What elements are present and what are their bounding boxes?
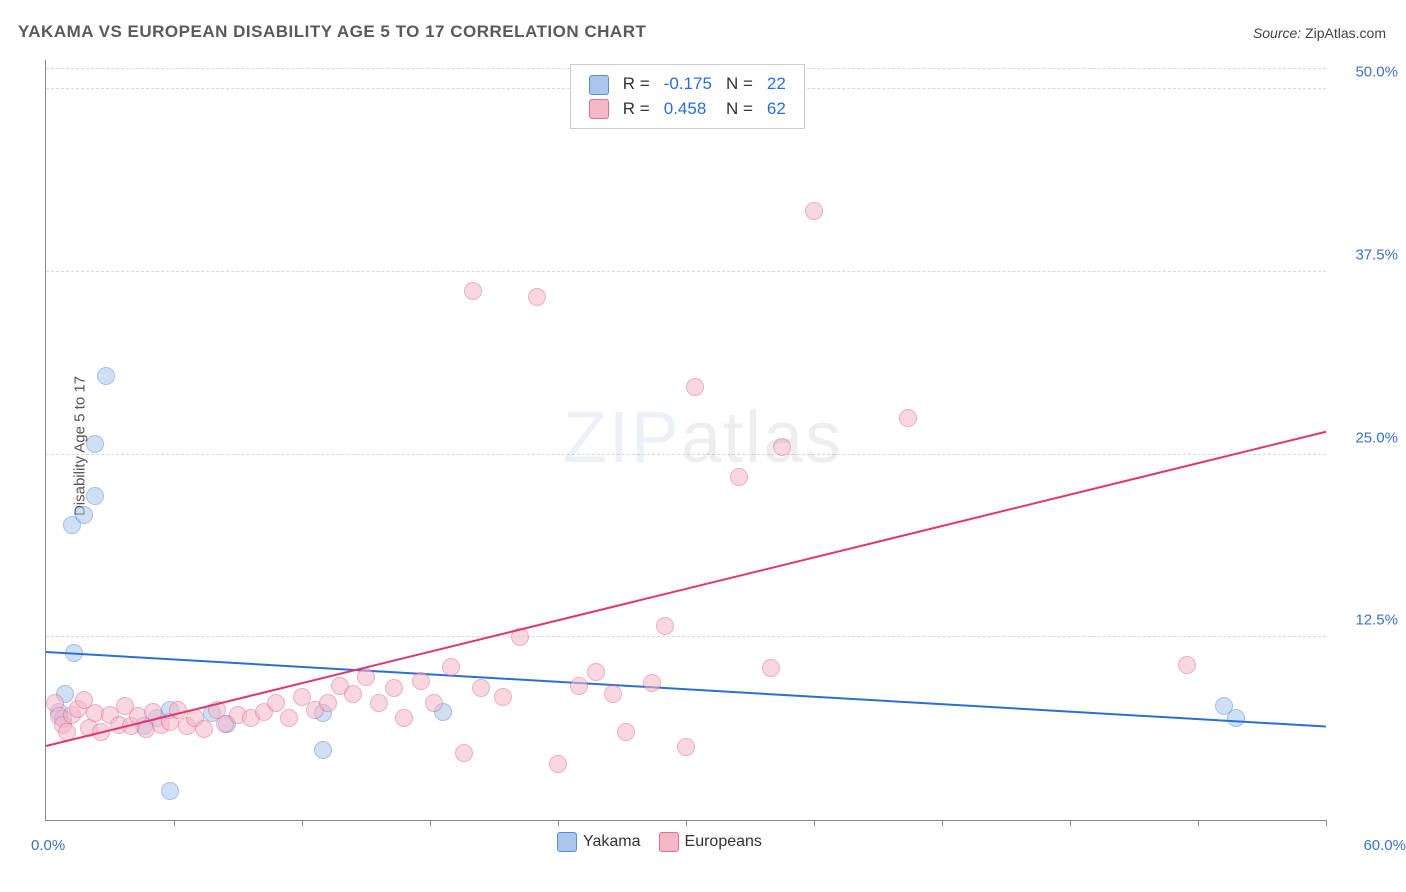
data-point <box>395 709 413 727</box>
y-tick-label: 25.0% <box>1355 429 1398 446</box>
y-tick-label: 12.5% <box>1355 612 1398 629</box>
data-point <box>464 282 482 300</box>
source-prefix: Source: <box>1253 25 1305 41</box>
data-point <box>370 694 388 712</box>
data-point <box>762 659 780 677</box>
x-tick <box>302 820 303 826</box>
gridline <box>46 636 1326 637</box>
x-tick <box>430 820 431 826</box>
data-point <box>643 674 661 692</box>
source-credit: Source: ZipAtlas.com <box>1253 25 1386 41</box>
data-point <box>319 694 337 712</box>
data-point <box>472 679 490 697</box>
data-point <box>587 663 605 681</box>
data-point <box>195 720 213 738</box>
trend-line <box>46 431 1326 747</box>
source-value: ZipAtlas.com <box>1305 25 1386 41</box>
data-point <box>1178 656 1196 674</box>
data-point <box>494 688 512 706</box>
y-tick-label: 37.5% <box>1355 246 1398 263</box>
legend-n-label: N = <box>720 73 759 96</box>
gridline <box>46 454 1326 455</box>
y-tick-label: 50.0% <box>1355 64 1398 81</box>
correlation-legend: R =-0.175N =22 R =0.458N =62 <box>570 64 805 129</box>
legend-series-label: Europeans <box>685 833 762 850</box>
x-axis-min-label: 0.0% <box>31 837 65 854</box>
data-point <box>425 694 443 712</box>
legend-swatch <box>659 832 679 852</box>
data-point <box>773 438 791 456</box>
legend-r-value: 0.458 <box>658 98 718 121</box>
data-point <box>344 685 362 703</box>
legend-n-label: N = <box>720 98 759 121</box>
data-point <box>267 694 285 712</box>
data-point <box>656 617 674 635</box>
x-tick <box>686 820 687 826</box>
data-point <box>455 744 473 762</box>
data-point <box>617 723 635 741</box>
data-point <box>686 378 704 396</box>
data-point <box>528 288 546 306</box>
x-tick <box>558 820 559 826</box>
data-point <box>805 202 823 220</box>
data-point <box>412 672 430 690</box>
data-point <box>570 677 588 695</box>
data-point <box>442 658 460 676</box>
x-tick <box>1326 820 1327 826</box>
data-point <box>899 409 917 427</box>
x-tick <box>174 820 175 826</box>
legend-n-value: 22 <box>761 73 792 96</box>
x-tick <box>1070 820 1071 826</box>
legend-swatch <box>589 75 609 95</box>
data-point <box>86 487 104 505</box>
legend-r-label: R = <box>617 73 656 96</box>
data-point <box>730 468 748 486</box>
data-point <box>1227 709 1245 727</box>
legend-series-label: Yakama <box>583 833 641 850</box>
legend-n-value: 62 <box>761 98 792 121</box>
x-tick <box>1198 820 1199 826</box>
legend-swatch <box>557 832 577 852</box>
data-point <box>677 738 695 756</box>
legend-r-label: R = <box>617 98 656 121</box>
x-axis-max-label: 60.0% <box>1363 837 1406 854</box>
data-point <box>161 782 179 800</box>
data-point <box>280 709 298 727</box>
x-tick <box>814 820 815 826</box>
data-point <box>314 741 332 759</box>
plot-area: 12.5%25.0%37.5%50.0%0.0%60.0% <box>45 60 1326 821</box>
data-point <box>385 679 403 697</box>
data-point <box>604 685 622 703</box>
x-tick <box>942 820 943 826</box>
data-point <box>97 367 115 385</box>
legend-r-value: -0.175 <box>658 73 718 96</box>
data-point <box>86 435 104 453</box>
data-point <box>549 755 567 773</box>
series-legend: Yakama Europeans <box>557 832 780 852</box>
legend-swatch <box>589 99 609 119</box>
gridline <box>46 271 1326 272</box>
chart-title: YAKAMA VS EUROPEAN DISABILITY AGE 5 TO 1… <box>18 22 646 42</box>
data-point <box>357 668 375 686</box>
data-point <box>75 506 93 524</box>
